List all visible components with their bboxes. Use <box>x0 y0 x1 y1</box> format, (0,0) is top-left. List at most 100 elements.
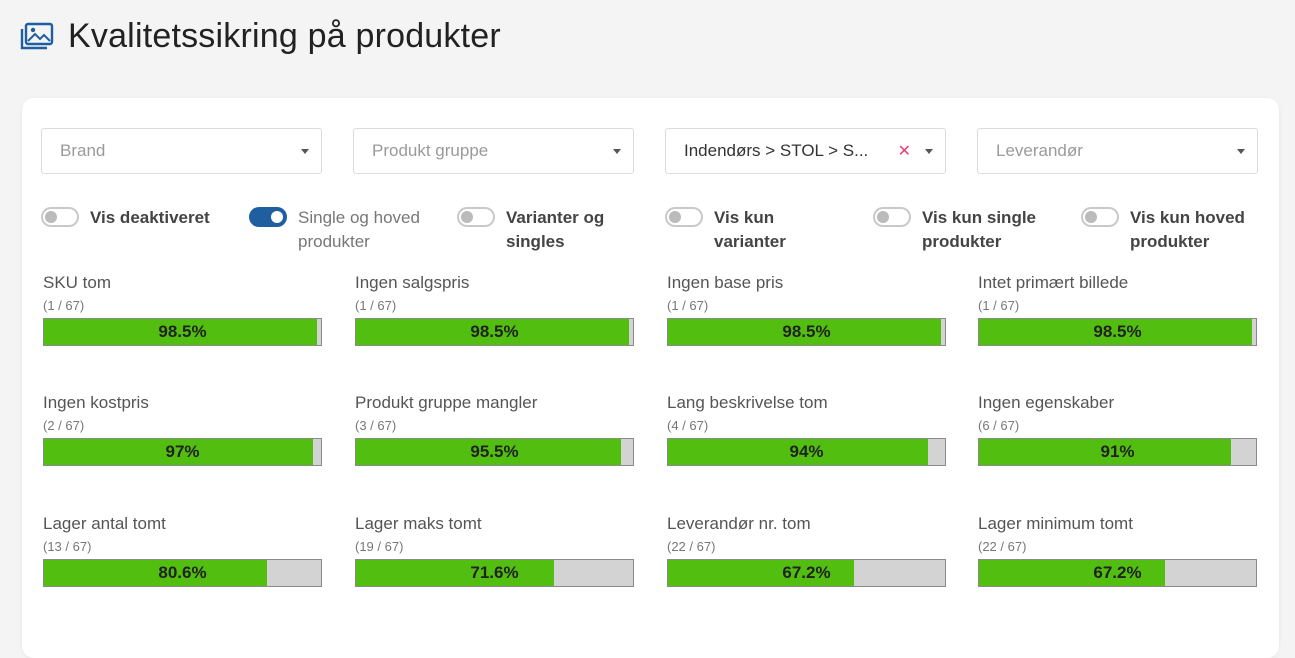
produkt-gruppe-select[interactable]: Produkt gruppe <box>353 128 634 174</box>
metric-produkt-gruppe-mangler: Produkt gruppe mangler (3 / 67) 95.5% <box>355 392 635 466</box>
chevron-down-icon <box>1237 148 1245 154</box>
metric-count: (22 / 67) <box>667 539 716 554</box>
metric-title: Ingen egenskaber <box>978 393 1115 412</box>
toggle-switch[interactable] <box>457 207 495 227</box>
progress-fill <box>356 439 621 465</box>
metric-count: (2 / 67) <box>43 418 85 433</box>
toggle-label: Vis deaktiveret <box>90 208 210 227</box>
progress-label: 98.5% <box>158 322 207 341</box>
toggle-bar: Vis deaktiveret Single og hoved produkte… <box>41 206 1261 262</box>
progress-bar: 98.5% <box>355 318 634 346</box>
page-header: Kvalitetssikring på produkter <box>20 14 501 58</box>
metric-lang-beskrivelse-tom: Lang beskrivelse tom (4 / 67) 94% <box>667 392 947 466</box>
quality-card: Brand Produkt gruppe Indendørs > STOL > … <box>22 98 1279 658</box>
metric-count: (19 / 67) <box>355 539 404 554</box>
toggle-switch[interactable] <box>249 207 287 227</box>
progress-label: 98.5% <box>470 322 519 341</box>
toggle-vis-kun-varianter[interactable]: Vis kun varianter <box>665 206 815 254</box>
metric-lager-antal-tomt: Lager antal tomt (13 / 67) 80.6% <box>43 513 323 587</box>
toggle-label: Vis kun varianter <box>714 208 786 251</box>
metric-title: Produkt gruppe mangler <box>355 393 538 412</box>
metric-count: (1 / 67) <box>355 298 397 313</box>
filter-bar: Brand Produkt gruppe Indendørs > STOL > … <box>41 128 1259 176</box>
chevron-down-icon <box>301 148 309 154</box>
toggle-label: Vis kun single produkter <box>922 208 1037 251</box>
metric-count: (3 / 67) <box>355 418 397 433</box>
metric-title: Ingen salgspris <box>355 273 470 292</box>
metric-leverandor-nr-tom: Leverandør nr. tom (22 / 67) 67.2% <box>667 513 947 587</box>
toggle-varianter-og-singles[interactable]: Varianter og singles <box>457 206 647 254</box>
progress-bar: 67.2% <box>667 559 946 587</box>
metric-ingen-egenskaber: Ingen egenskaber (6 / 67) 91% <box>978 392 1258 466</box>
image-gallery-icon <box>20 21 54 51</box>
metric-count: (13 / 67) <box>43 539 92 554</box>
metric-count: (1 / 67) <box>978 298 1020 313</box>
toggle-vis-kun-hoved[interactable]: Vis kun hoved produkter <box>1081 206 1261 254</box>
progress-fill <box>44 439 313 465</box>
progress-bar: 97% <box>43 438 322 466</box>
progress-bar: 95.5% <box>355 438 634 466</box>
toggle-label: Varianter og singles <box>506 208 605 251</box>
progress-bar: 91% <box>978 438 1257 466</box>
metric-title: Ingen base pris <box>667 273 784 292</box>
progress-label: 98.5% <box>1093 322 1142 341</box>
toggle-label: Single og hoved produkter <box>298 208 420 251</box>
metric-title: Ingen kostpris <box>43 393 149 412</box>
toggle-single-og-hoved[interactable]: Single og hoved produkter <box>249 206 439 254</box>
progress-bar: 80.6% <box>43 559 322 587</box>
metric-count: (22 / 67) <box>978 539 1027 554</box>
progress-bar: 67.2% <box>978 559 1257 587</box>
toggle-switch[interactable] <box>873 207 911 227</box>
metric-title: Lang beskrivelse tom <box>667 393 828 412</box>
metric-count: (1 / 67) <box>667 298 709 313</box>
progress-label: 94% <box>789 442 824 461</box>
progress-bar: 98.5% <box>43 318 322 346</box>
metric-title: Lager minimum tomt <box>978 514 1133 533</box>
progress-fill <box>668 319 941 345</box>
progress-fill <box>979 439 1232 465</box>
leverandor-select[interactable]: Leverandør <box>977 128 1258 174</box>
metric-ingen-kostpris: Ingen kostpris (2 / 67) 97% <box>43 392 323 466</box>
toggle-switch[interactable] <box>665 207 703 227</box>
metric-title: SKU tom <box>43 273 112 292</box>
toggle-vis-kun-single[interactable]: Vis kun single produkter <box>873 206 1063 254</box>
produkt-gruppe-select-placeholder: Produkt gruppe <box>372 141 489 160</box>
brand-select[interactable]: Brand <box>41 128 322 174</box>
metric-lager-minimum-tomt: Lager minimum tomt (22 / 67) 67.2% <box>978 513 1258 587</box>
metric-intet-primaert-billede: Intet primært billede (1 / 67) 98.5% <box>978 272 1258 346</box>
progress-label: 67.2% <box>1093 563 1142 582</box>
progress-bar: 98.5% <box>667 318 946 346</box>
progress-fill <box>979 319 1252 345</box>
progress-fill <box>668 439 929 465</box>
metric-lager-maks-tomt: Lager maks tomt (19 / 67) 71.6% <box>355 513 635 587</box>
progress-fill <box>356 560 555 586</box>
metric-count: (1 / 67) <box>43 298 85 313</box>
progress-bar: 94% <box>667 438 946 466</box>
clear-icon[interactable]: ✕ <box>897 143 911 160</box>
progress-label: 91% <box>1100 442 1135 461</box>
progress-label: 67.2% <box>782 563 831 582</box>
toggle-label: Vis kun hoved produkter <box>1130 208 1245 251</box>
metric-title: Leverandør nr. tom <box>667 514 811 533</box>
progress-fill <box>356 319 629 345</box>
page-title: Kvalitetssikring på produkter <box>68 16 501 55</box>
metric-count: (4 / 67) <box>667 418 709 433</box>
progress-label: 71.6% <box>470 563 519 582</box>
progress-bar: 71.6% <box>355 559 634 587</box>
progress-fill <box>668 560 855 586</box>
toggle-switch[interactable] <box>1081 207 1119 227</box>
metric-ingen-base-pris: Ingen base pris (1 / 67) 98.5% <box>667 272 947 346</box>
metric-title: Lager antal tomt <box>43 514 166 533</box>
toggle-switch[interactable] <box>41 207 79 227</box>
progress-fill <box>44 560 268 586</box>
progress-fill <box>979 560 1166 586</box>
chevron-down-icon <box>613 148 621 154</box>
brand-select-placeholder: Brand <box>60 141 106 160</box>
metric-title: Lager maks tomt <box>355 514 482 533</box>
toggle-vis-deaktiveret[interactable]: Vis deaktiveret <box>41 206 231 230</box>
kategori-select[interactable]: Indendørs > STOL > S... ✕ <box>665 128 946 174</box>
progress-bar: 98.5% <box>978 318 1257 346</box>
metric-title: Intet primært billede <box>978 273 1129 292</box>
progress-label: 97% <box>165 442 200 461</box>
kategori-select-value: Indendørs > STOL > S... <box>684 141 869 160</box>
